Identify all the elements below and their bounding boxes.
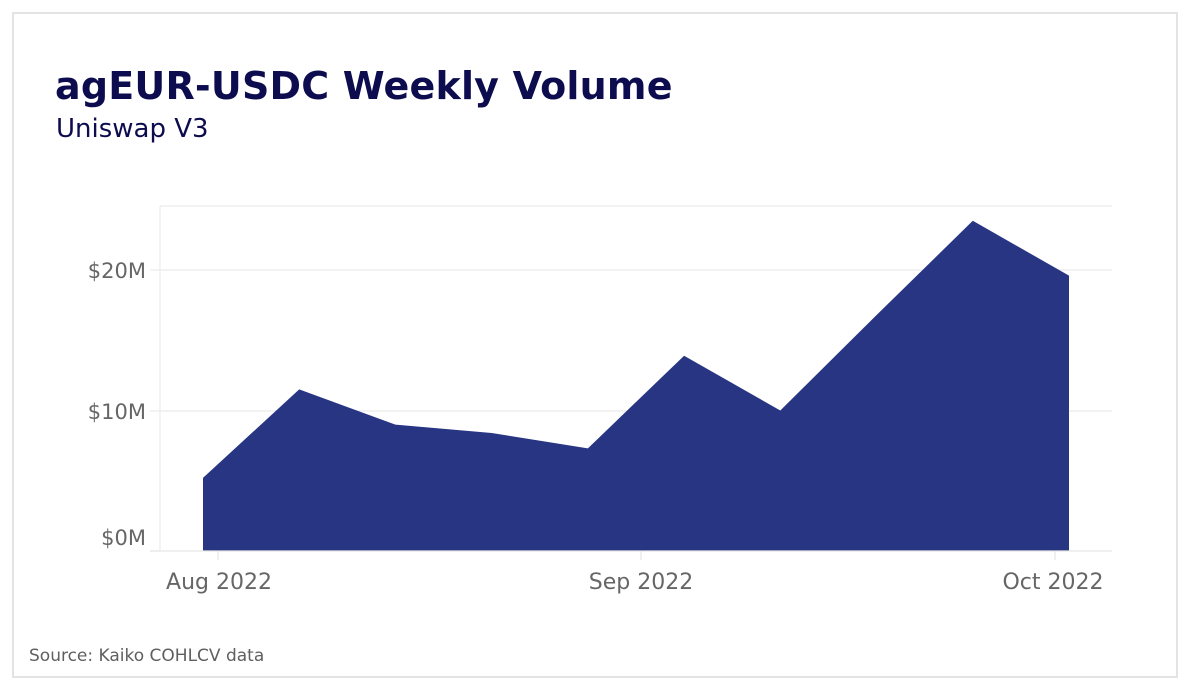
source-note: Source: Kaiko COHLCV data xyxy=(29,646,265,666)
y-tick-label: $20M xyxy=(88,259,146,283)
y-tick-label: $10M xyxy=(88,400,146,424)
y-tick-marks xyxy=(150,269,160,552)
x-tick-label: Sep 2022 xyxy=(589,570,693,595)
chart-title: agEUR-USDC Weekly Volume xyxy=(55,64,673,108)
y-tick-label: $0M xyxy=(101,526,146,550)
x-tick-label: Oct 2022 xyxy=(1002,570,1103,595)
x-tick-label: Aug 2022 xyxy=(166,570,272,595)
x-axis xyxy=(150,550,1112,560)
chart-subtitle: Uniswap V3 xyxy=(56,114,209,144)
volume-area xyxy=(203,220,1069,552)
